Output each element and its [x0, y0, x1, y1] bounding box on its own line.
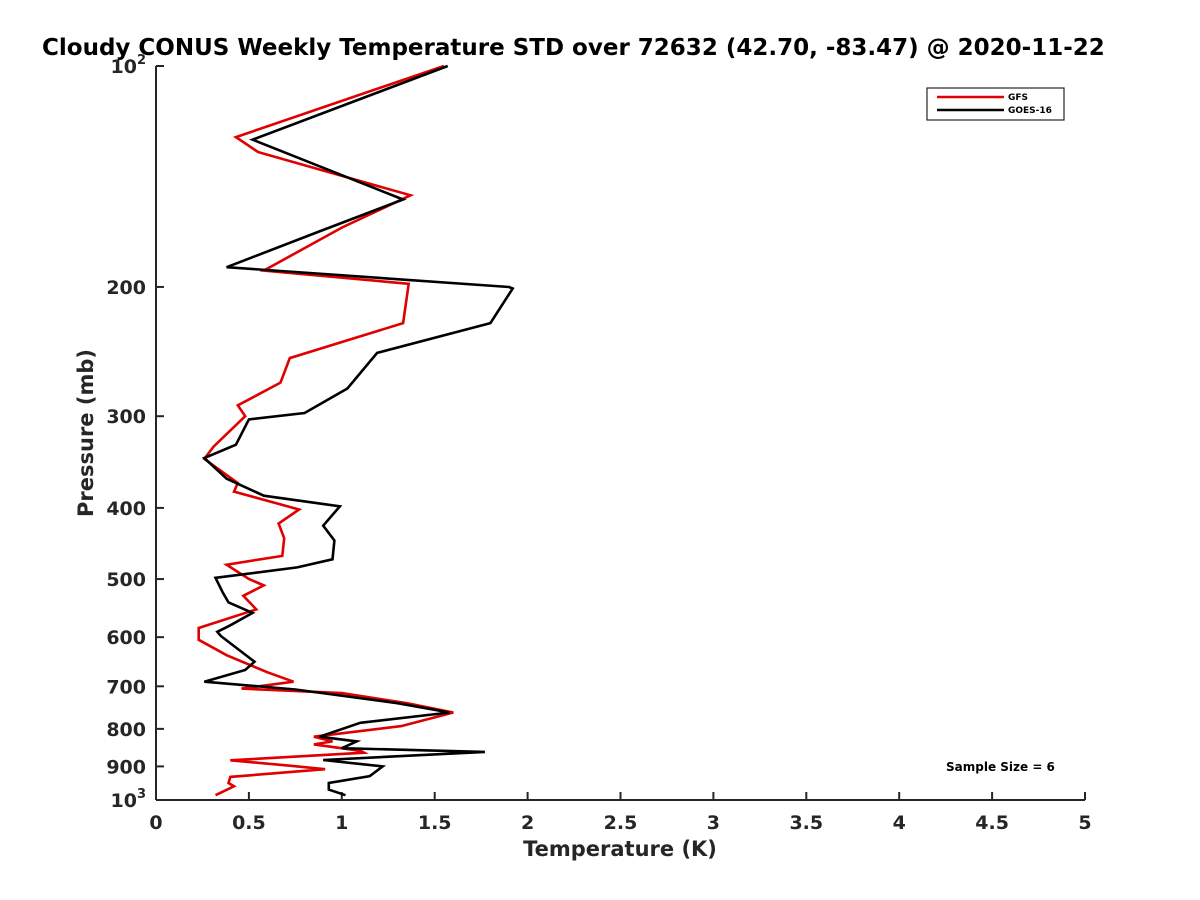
x-axis-label: Temperature (K)	[523, 837, 717, 861]
x-tick-label: 4	[893, 812, 906, 834]
legend-label-gfs: GFS	[1008, 93, 1028, 103]
x-tick-label: 2.5	[604, 812, 638, 834]
y-axis-label: Pressure (mb)	[74, 349, 98, 517]
x-tick-label: 0.5	[232, 812, 266, 834]
y-tick-label-base: 700	[106, 676, 146, 698]
series-line-goes-16	[201, 64, 515, 797]
y-tick-label: 102	[111, 53, 147, 78]
x-tick-label: 0	[149, 812, 162, 834]
x-tick-label: 3	[707, 812, 720, 834]
y-tick-label-exponent: 2	[137, 53, 146, 68]
x-tick-label: 5	[1078, 812, 1091, 834]
y-tick-label: 800	[106, 719, 146, 741]
y-tick-label-base: 10	[111, 790, 137, 812]
y-tick-label-base: 800	[106, 719, 146, 741]
x-axis-ticks: 0 0.5 1 1.5 2 2.5 3 3.5 4 4.5 5	[149, 792, 1092, 834]
y-tick-label: 400	[106, 498, 146, 520]
y-tick-label: 700	[106, 676, 146, 698]
y-tick-label-base: 300	[106, 406, 146, 428]
chart-title: Cloudy CONUS Weekly Temperature STD over…	[42, 35, 1105, 61]
y-tick-label: 500	[106, 569, 146, 591]
x-tick-label: 1.5	[418, 812, 452, 834]
y-tick-label-exponent: 3	[137, 787, 146, 802]
x-tick-label: 1	[335, 812, 348, 834]
series-layer	[197, 64, 515, 797]
x-tick-label: 3.5	[789, 812, 823, 834]
x-tick-label: 4.5	[975, 812, 1009, 834]
x-tick-label: 2	[521, 812, 534, 834]
series-line-gfs	[197, 64, 454, 797]
y-tick-label-base: 500	[106, 569, 146, 591]
y-tick-label-base: 10	[111, 56, 137, 78]
y-tick-label-base: 200	[106, 277, 146, 299]
y-tick-label: 103	[111, 787, 147, 812]
y-tick-label: 300	[106, 406, 146, 428]
y-tick-label-base: 900	[106, 756, 146, 778]
plot-area: 0 0.5 1 1.5 2 2.5 3 3.5 4 4.5 5 102200300400500600…	[106, 53, 1091, 834]
legend: GFS GOES-16	[926, 87, 1065, 121]
y-tick-label-base: 600	[106, 627, 146, 649]
sample-size-annotation: Sample Size = 6	[946, 760, 1055, 774]
y-tick-label-base: 400	[106, 498, 146, 520]
y-tick-label: 200	[106, 277, 146, 299]
legend-box	[926, 87, 1065, 121]
legend-label-goes16: GOES-16	[1008, 106, 1052, 116]
y-tick-label: 600	[106, 627, 146, 649]
y-tick-label: 900	[106, 756, 146, 778]
